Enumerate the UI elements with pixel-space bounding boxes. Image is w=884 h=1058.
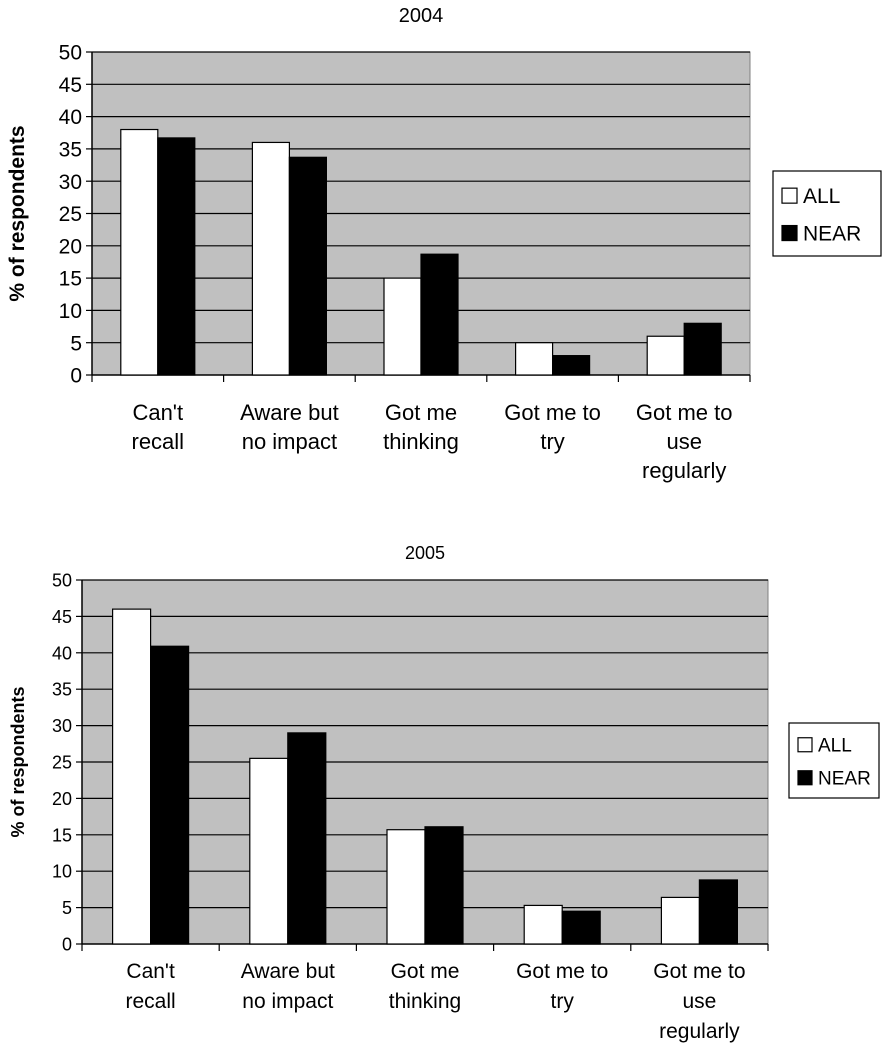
legend-swatch <box>781 224 798 242</box>
legend-swatch <box>781 187 798 204</box>
y-tick-label: 35 <box>52 680 72 700</box>
y-tick-label: 0 <box>70 365 82 388</box>
chart-title: 2005 <box>405 543 445 563</box>
x-category-label: Got me to <box>504 400 601 425</box>
y-tick-label: 50 <box>52 570 72 590</box>
x-category-label: regularly <box>659 1020 740 1043</box>
y-tick-label: 5 <box>62 898 72 918</box>
y-tick-label: 15 <box>59 268 82 291</box>
y-tick-label: 15 <box>52 825 72 845</box>
x-category-label: no impact <box>242 429 337 454</box>
legend-box <box>772 170 882 257</box>
bar-near <box>157 137 196 376</box>
y-tick-label: 30 <box>59 171 82 194</box>
y-axis-label: % of respondents <box>6 125 29 301</box>
legend-label: NEAR <box>803 223 861 246</box>
bar-near <box>424 826 464 945</box>
y-tick-label: 5 <box>70 332 82 355</box>
x-category-label: use <box>666 429 701 454</box>
x-category-label: Got me to <box>653 960 745 983</box>
x-category-label: thinking <box>389 990 461 1013</box>
bar-near <box>287 732 327 945</box>
y-tick-label: 20 <box>52 789 72 809</box>
x-category-label: recall <box>132 429 185 454</box>
bar-all <box>386 829 426 945</box>
legend-swatch <box>797 737 813 753</box>
y-tick-label: 25 <box>59 203 82 226</box>
x-category-label: Got me to <box>516 960 608 983</box>
x-category-label: Aware but <box>241 960 335 983</box>
chart-title: 2004 <box>399 5 444 27</box>
y-tick-label: 30 <box>52 716 72 736</box>
x-category-label: no impact <box>242 990 333 1013</box>
x-category-label: Got me to <box>636 400 733 425</box>
chart-0: 2004 0 5 10 15 20 25 30 35 40 45 50 % of respondents… <box>6 5 882 483</box>
bar-near <box>420 253 459 376</box>
bar-near <box>561 910 601 945</box>
x-category-label: thinking <box>383 429 459 454</box>
bar-near <box>288 156 327 376</box>
x-category-label: Can't <box>132 400 183 425</box>
y-tick-label: 40 <box>52 643 72 663</box>
bar-all <box>120 128 159 376</box>
x-category-label: recall <box>126 990 176 1013</box>
y-tick-label: 35 <box>59 138 82 161</box>
bar-near <box>551 355 591 376</box>
bar-all <box>523 904 563 945</box>
bar-all <box>251 141 290 376</box>
bar-all <box>383 277 422 376</box>
bar-all <box>111 608 152 945</box>
legend-label: ALL <box>818 736 852 757</box>
x-category-label: try <box>540 429 564 454</box>
y-tick-label: 10 <box>59 300 82 323</box>
bar-near <box>150 645 190 945</box>
legend-swatch <box>797 770 813 786</box>
bar-near <box>683 322 722 376</box>
x-category-label: try <box>551 990 575 1013</box>
y-tick-label: 25 <box>52 752 72 772</box>
y-tick-label: 40 <box>59 106 82 129</box>
bar-all <box>249 757 289 945</box>
x-category-label: Aware but <box>240 400 339 425</box>
y-axis-label: % of respondents <box>8 686 28 837</box>
legend-label: NEAR <box>818 769 871 790</box>
bar-all <box>514 342 554 376</box>
bar-all <box>660 896 701 945</box>
x-category-label: use <box>682 990 716 1013</box>
y-tick-label: 45 <box>59 74 82 97</box>
x-category-label: Got me <box>391 960 460 983</box>
x-category-label: Can't <box>126 960 175 983</box>
chart-1: 2005 0 5 10 15 20 25 30 35 40 45 50 % of respondents… <box>8 543 880 1043</box>
y-tick-label: 50 <box>59 42 82 65</box>
bar-all <box>646 335 685 376</box>
bar-near <box>698 879 739 945</box>
y-tick-label: 0 <box>62 934 72 954</box>
y-tick-label: 45 <box>52 607 72 627</box>
y-tick-label: 10 <box>52 862 72 882</box>
legend-label: ALL <box>803 185 840 208</box>
x-category-label: Got me <box>385 400 457 425</box>
y-tick-label: 20 <box>59 235 82 258</box>
x-category-label: regularly <box>642 458 726 483</box>
legend-box <box>788 722 880 799</box>
